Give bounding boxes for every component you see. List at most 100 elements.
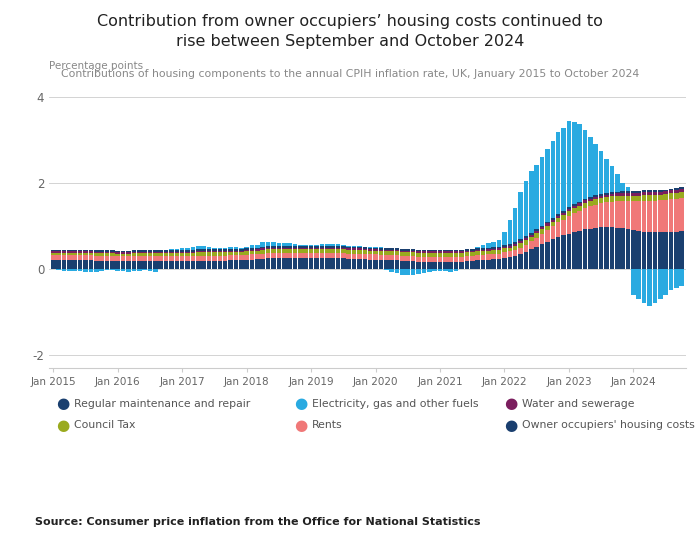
Bar [368,260,372,269]
Bar [368,254,372,260]
Text: Rents: Rents [312,421,342,430]
Bar [620,193,625,195]
Bar [239,248,244,249]
Bar [110,250,115,252]
Bar [341,244,346,247]
Bar [132,269,136,271]
Bar [255,248,260,249]
Bar [454,262,458,269]
Bar [110,261,115,269]
Bar [89,251,93,253]
Bar [94,250,99,252]
Bar [164,250,169,252]
Bar [298,249,302,253]
Bar [652,195,657,201]
Bar [282,248,286,249]
Bar [244,260,249,269]
Bar [196,251,201,252]
Bar [309,249,314,253]
Bar [357,254,362,259]
Text: ●: ● [56,396,69,411]
Bar [99,261,104,269]
Bar [234,249,238,250]
Bar [594,197,598,199]
Bar [239,252,244,255]
Bar [400,250,405,252]
Bar [610,192,614,194]
Bar [336,249,340,253]
Bar [368,248,372,249]
Bar [363,254,367,259]
Bar [497,254,501,259]
Bar [459,250,464,251]
Bar [126,261,131,269]
Bar [314,258,318,269]
Bar [196,256,201,261]
Bar [105,252,109,253]
Bar [626,229,630,269]
Bar [164,252,169,253]
Bar [680,198,684,231]
Bar [363,249,367,250]
Bar [658,269,662,299]
Bar [320,249,324,253]
Bar [234,255,238,260]
Bar [508,251,512,257]
Bar [228,249,233,250]
Bar [148,250,153,252]
Bar [545,230,550,242]
Bar [142,252,147,253]
Bar [427,256,431,262]
Bar [223,249,228,251]
Bar [636,269,641,299]
Bar [314,247,318,248]
Bar [325,249,330,253]
Bar [433,250,437,251]
Bar [405,256,410,261]
Bar [309,247,314,248]
Bar [497,259,501,269]
Bar [534,238,539,247]
Bar [582,199,587,200]
Bar [443,251,448,253]
Bar [228,247,233,249]
Bar [57,260,61,269]
Bar [411,261,415,269]
Bar [83,269,88,272]
Bar [110,256,115,261]
Bar [405,252,410,256]
Bar [561,211,566,213]
Bar [223,261,228,269]
Bar [572,209,577,213]
Bar [89,269,93,272]
Bar [459,251,464,253]
Bar [250,250,254,251]
Bar [336,253,340,258]
Bar [228,250,233,252]
Bar [379,247,383,248]
Bar [373,247,378,248]
Bar [212,256,217,261]
Bar [239,255,244,260]
Text: ●: ● [294,396,307,411]
Bar [336,244,340,247]
Bar [190,250,195,252]
Bar [330,253,335,258]
Bar [116,252,120,254]
Bar [330,249,335,253]
Bar [384,248,388,250]
Bar [379,250,383,251]
Bar [336,247,340,248]
Bar [615,228,620,269]
Bar [459,253,464,256]
Bar [260,247,265,248]
Bar [389,269,394,272]
Bar [218,248,222,249]
Bar [368,247,372,248]
Bar [67,253,71,255]
Bar [293,253,297,258]
Bar [330,258,335,269]
Bar [626,195,630,201]
Bar [271,258,276,269]
Bar [513,250,517,256]
